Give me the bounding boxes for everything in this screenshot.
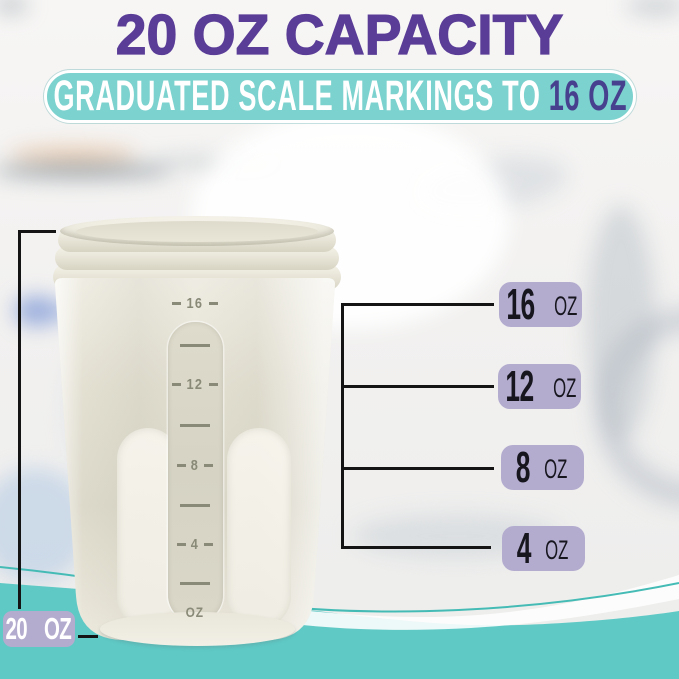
background-blur-shape [0,0,28,14]
page-title: 20 OZ CAPACITY [115,2,564,67]
right-callout-vertical-line [341,303,344,549]
left-label-dash [78,635,98,638]
scale-dash [172,302,182,305]
capacity-label-20oz: 20 OZ [3,611,75,647]
scale-number: OZ [185,604,205,620]
scale-dash [208,302,218,305]
banner-label: GRADUATED SCALE MARKINGS TO [53,72,541,120]
callout-label-8oz: 8 OZ [501,442,584,492]
callout-line-16oz [341,303,494,306]
scale-dash [177,464,187,467]
cup-measurement-strip [168,322,223,622]
callout-label-12oz: 12 OZ [498,361,581,411]
scale-number: 8 [190,457,200,474]
callout-value: 4 [516,523,531,573]
scale-dash [203,464,213,467]
scale-mark-12: 12 [165,376,225,393]
scale-number: 12 [186,376,204,393]
scale-tick [180,424,210,427]
callout-unit: OZ [544,453,568,484]
callout-unit: OZ [553,290,578,321]
scale-number: 16 [186,295,204,312]
capacity-value: 20 [5,611,28,646]
scale-dash [172,383,182,386]
scale-number: 4 [190,536,200,553]
background-blur-shape [14,296,60,326]
callout-unit: OZ [552,372,577,403]
callout-line-8oz [341,467,494,470]
scale-mark-16: 16 [165,295,225,312]
scale-dash [177,543,187,546]
cup-mouth [60,216,334,246]
scale-unit: OZ [165,604,225,620]
background-blur-shape [8,146,138,162]
background-blur-shape [626,0,679,16]
scale-mark-8: 8 [165,457,225,474]
left-bracket-horizontal-line [18,230,56,233]
callout-label-16oz: 16 OZ [499,279,582,329]
callout-label-4oz: 4 OZ [502,523,585,573]
callout-value: 16 [506,279,535,329]
scale-dash [208,383,218,386]
callout-unit: OZ [545,534,569,565]
callout-value: 12 [505,361,534,411]
banner-highlight: 16 OZ [548,72,627,120]
scale-tick [180,504,210,507]
cup-threaded-rim [53,216,341,290]
scale-dash [203,543,213,546]
subtitle-banner: GRADUATED SCALE MARKINGS TO 16 OZ [44,70,636,123]
cup-base [100,612,295,646]
left-bracket-vertical-line [18,230,21,609]
subtitle-banner-text: GRADUATED SCALE MARKINGS TO 16 OZ [53,72,627,121]
cup-mouth-inner [76,221,318,242]
cup-side-pillar [227,428,291,628]
scale-tick [180,344,210,347]
capacity-unit: OZ [43,611,72,646]
scale-tick [180,582,210,585]
background-blur-shape [0,163,172,179]
callout-line-12oz [341,385,494,388]
scale-mark-4: 4 [165,536,225,553]
callout-line-4oz [341,546,491,549]
callout-value: 8 [515,442,530,492]
